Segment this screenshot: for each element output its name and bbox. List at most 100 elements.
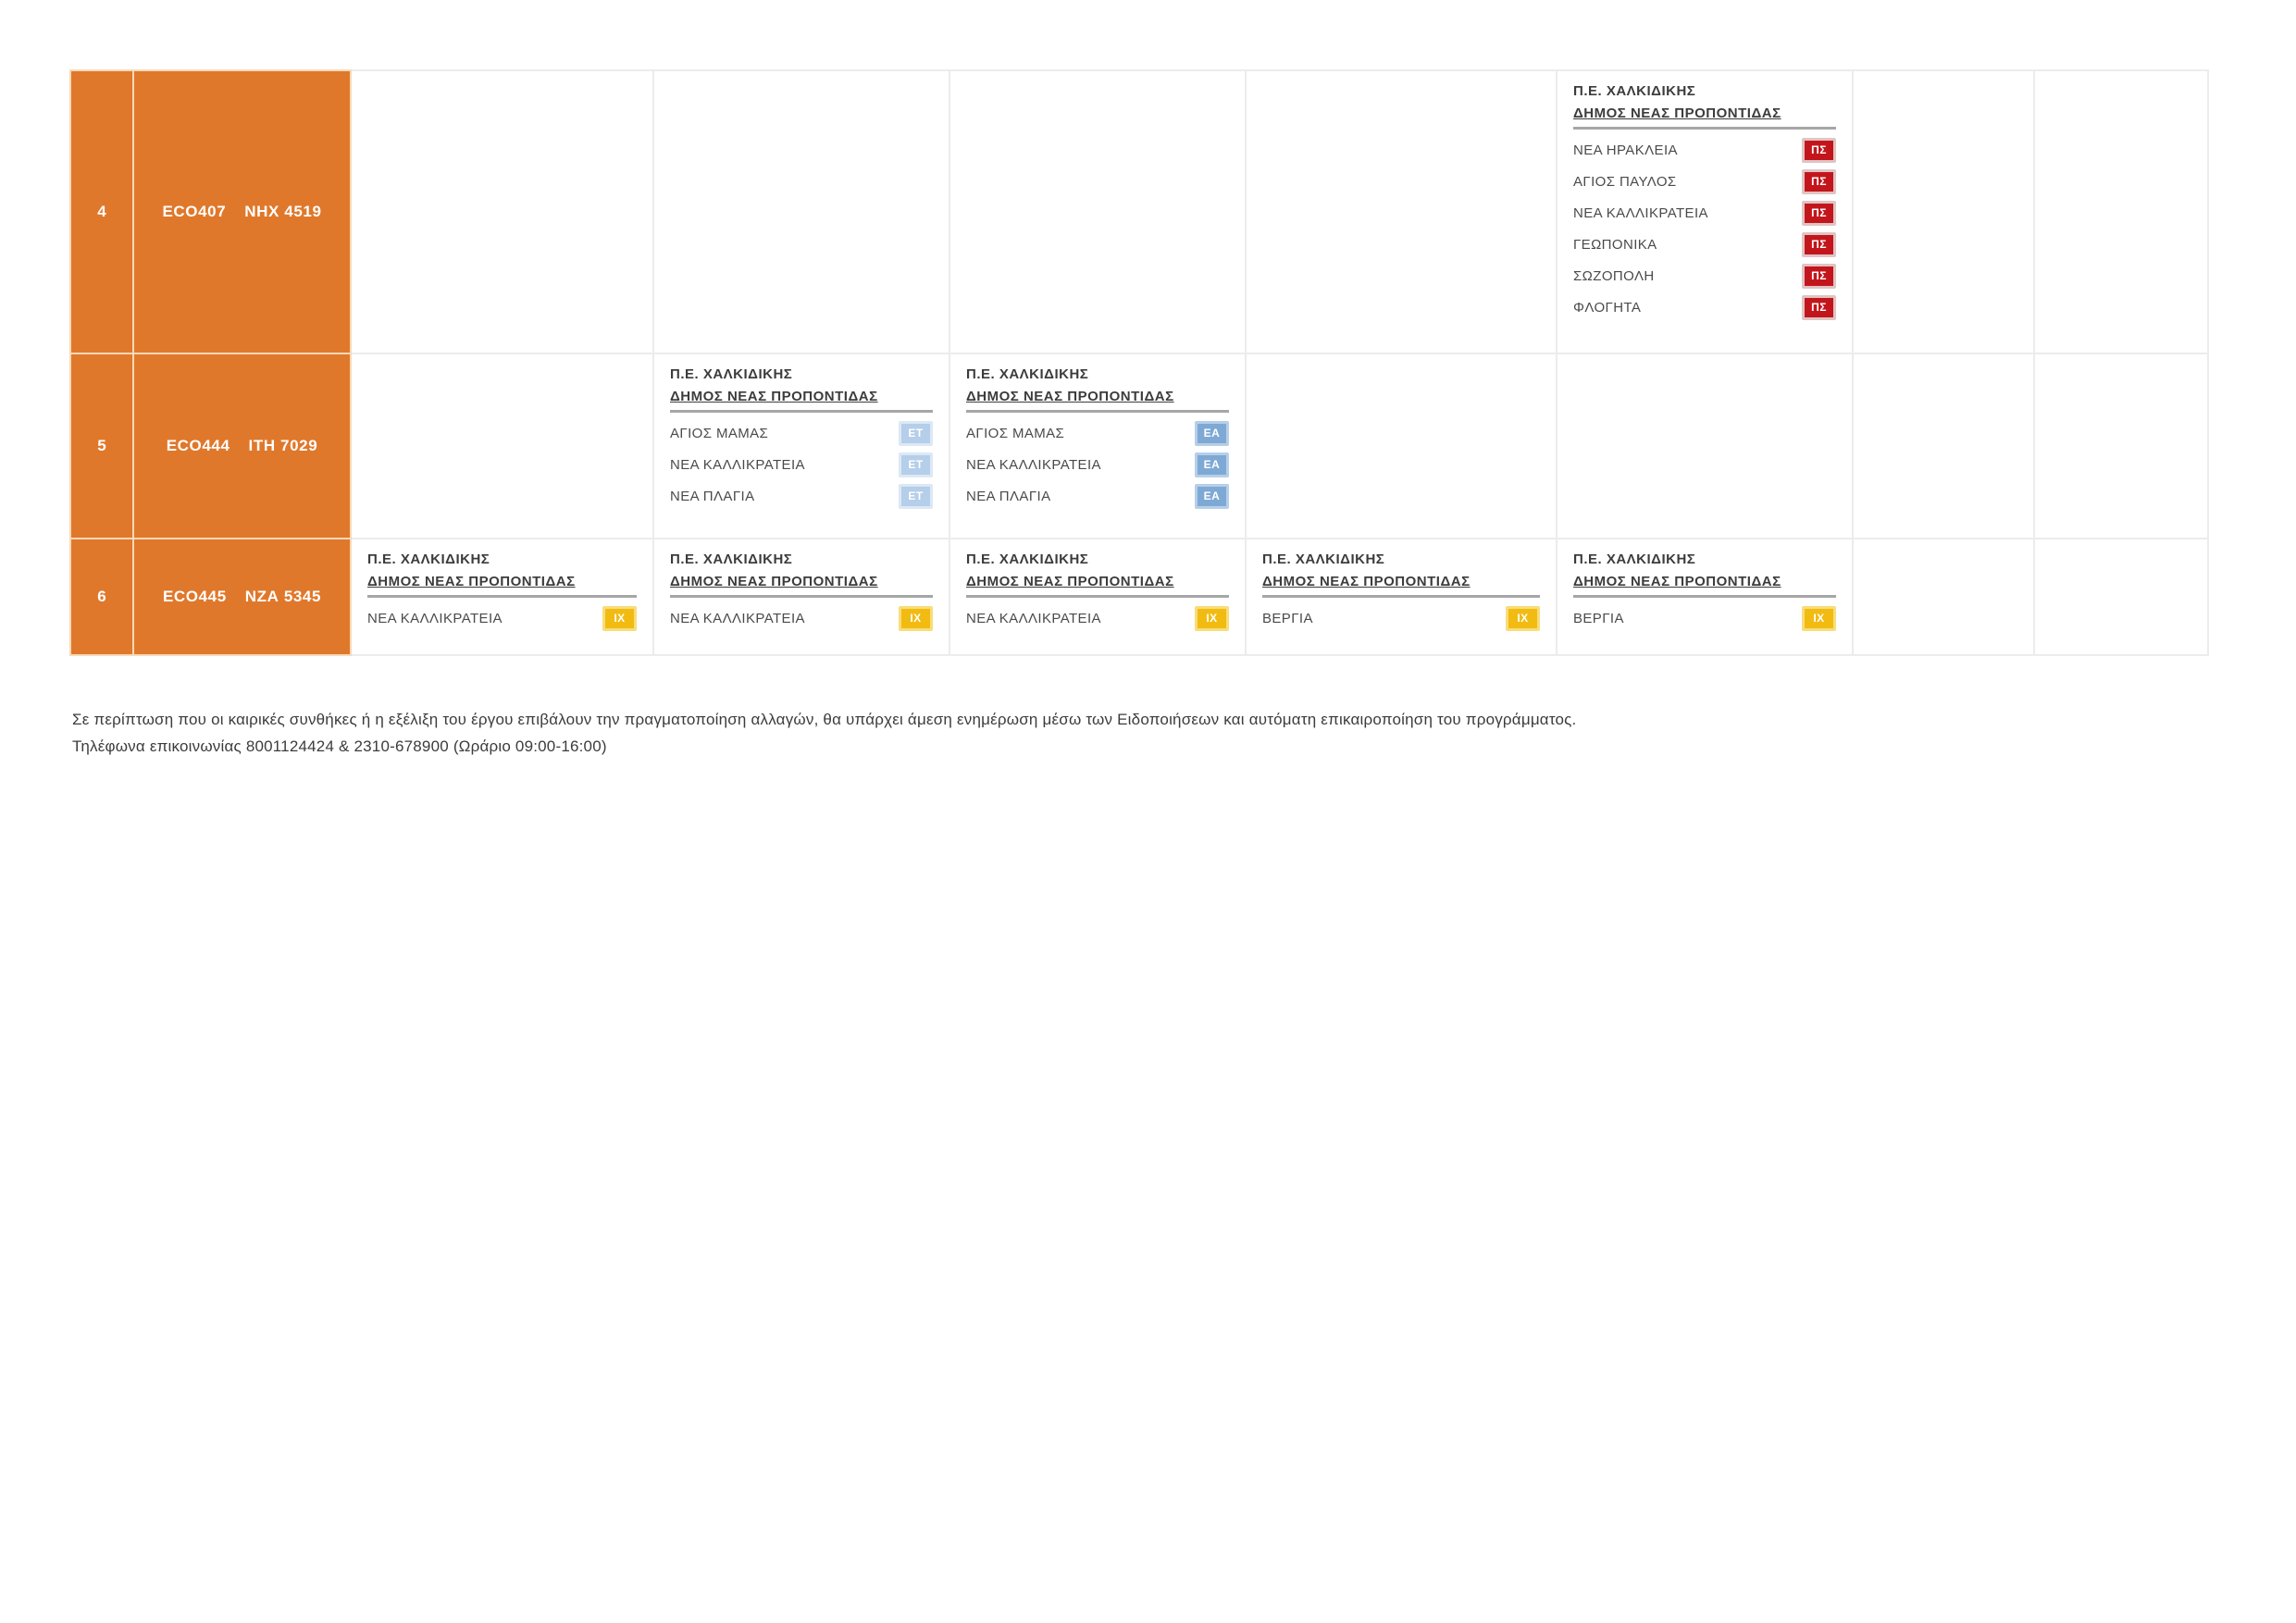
crew-code-cell: ECO407 ΝΗΧ 4519	[132, 69, 352, 354]
regional-unit-label: Π.Ε. ΧΑΛΚΙΔΙΚΗΣ	[966, 366, 1089, 382]
schedule-cell-content: Π.Ε. ΧΑΛΚΙΔΙΚΗΣ ΔΗΜΟΣ ΝΕΑΣ ΠΡΟΠΟΝΤΙΔΑΣ ΒΕΡ…	[1247, 539, 1556, 645]
vehicle-plate: ΙΤΗ 7029	[248, 437, 318, 454]
treatment-badge: ΙΧ	[1802, 605, 1836, 632]
treatment-badge: ΙΧ	[1195, 605, 1229, 632]
municipality-label: ΔΗΜΟΣ ΝΕΑΣ ΠΡΟΠΟΝΤΙΔΑΣ	[670, 574, 878, 589]
area-name: ΒΕΡΓΙΑ	[1262, 611, 1313, 626]
treatment-badge: ΠΣ	[1802, 168, 1836, 195]
treatment-badge: ΠΣ	[1802, 231, 1836, 258]
area-name: ΝΕΑ ΚΑΛΛΙΚΡΑΤΕΙΑ	[670, 611, 805, 626]
area-item: ΑΓΙΟΣ ΠΑΥΛΟΣ ΠΣ	[1573, 167, 1836, 196]
crew-code: ECO407	[162, 203, 227, 220]
regional-unit-label: Π.Ε. ΧΑΛΚΙΔΙΚΗΣ	[1573, 551, 1696, 567]
row-number-cell: 5	[69, 353, 134, 539]
area-item: ΝΕΑ ΚΑΛΛΙΚΡΑΤΕΙΑ ΙΧ	[670, 604, 933, 633]
empty-cell	[350, 353, 654, 539]
area-item: ΑΓΙΟΣ ΜΑΜΑΣ ΕΑ	[966, 419, 1229, 448]
schedule-cell: Π.Ε. ΧΑΛΚΙΔΙΚΗΣ ΔΗΜΟΣ ΝΕΑΣ ΠΡΟΠΟΝΤΙΔΑΣ ΝΕΑ…	[1556, 69, 1854, 354]
header-divider	[670, 595, 933, 598]
regional-unit-label: Π.Ε. ΧΑΛΚΙΔΙΚΗΣ	[670, 366, 793, 382]
area-name: ΓΕΩΠΟΝΙΚΑ	[1573, 237, 1657, 253]
municipality-label: ΔΗΜΟΣ ΝΕΑΣ ΠΡΟΠΟΝΤΙΔΑΣ	[966, 574, 1174, 589]
empty-cell	[1556, 353, 1854, 539]
area-item: ΒΕΡΓΙΑ ΙΧ	[1573, 604, 1836, 633]
crew-code-cell: ECO445 ΝΖΑ 5345	[132, 538, 352, 656]
row-number-cell: 6	[69, 538, 134, 656]
municipality-label: ΔΗΜΟΣ ΝΕΑΣ ΠΡΟΠΟΝΤΙΔΑΣ	[670, 389, 878, 404]
treatment-badge: ΕΑ	[1195, 452, 1229, 478]
area-item: ΝΕΑ ΠΛΑΓΙΑ ΕΑ	[966, 482, 1229, 511]
footer-note-line1: Σε περίπτωση που οι καιρικές συνθήκες ή …	[72, 711, 1577, 728]
schedule-cell: Π.Ε. ΧΑΛΚΙΔΙΚΗΣ ΔΗΜΟΣ ΝΕΑΣ ΠΡΟΠΟΝΤΙΔΑΣ ΑΓΙ…	[949, 353, 1247, 539]
schedule-table-wrapper: 4 ECO407 ΝΗΧ 4519 Π.Ε. ΧΑΛΚΙΔΙΚΗΣ ΔΗΜΟΣ ΝΕΑΣ…	[69, 69, 2209, 656]
treatment-badge: ΕΑ	[1195, 483, 1229, 510]
schedule-cell-content: Π.Ε. ΧΑΛΚΙΔΙΚΗΣ ΔΗΜΟΣ ΝΕΑΣ ΠΡΟΠΟΝΤΙΔΑΣ ΒΕΡ…	[1558, 539, 1852, 645]
area-item: ΝΕΑ ΚΑΛΛΙΚΡΑΤΕΙΑ ΕΑ	[966, 451, 1229, 479]
vehicle-plate: ΝΖΑ 5345	[244, 588, 322, 605]
crew-code: ECO444	[166, 437, 230, 454]
area-item: ΝΕΑ ΚΑΛΛΙΚΡΑΤΕΙΑ ΙΧ	[367, 604, 637, 633]
empty-cell	[652, 69, 950, 354]
area-name: ΑΓΙΟΣ ΜΑΜΑΣ	[966, 426, 1065, 441]
area-item: ΓΕΩΠΟΝΙΚΑ ΠΣ	[1573, 230, 1836, 259]
regional-unit-label: Π.Ε. ΧΑΛΚΙΔΙΚΗΣ	[1262, 551, 1385, 567]
empty-cell	[2033, 353, 2209, 539]
municipality-label: ΔΗΜΟΣ ΝΕΑΣ ΠΡΟΠΟΝΤΙΔΑΣ	[1573, 105, 1781, 121]
treatment-badge: ΠΣ	[1802, 137, 1836, 164]
footer-note-line2: Τηλέφωνα επικοινωνίας 8001124424 & 2310-…	[72, 737, 607, 755]
schedule-table: 4 ECO407 ΝΗΧ 4519 Π.Ε. ΧΑΛΚΙΔΙΚΗΣ ΔΗΜΟΣ ΝΕΑΣ…	[69, 69, 2209, 656]
treatment-badge: ΠΣ	[1802, 200, 1836, 227]
empty-cell	[1245, 69, 1558, 354]
schedule-cell-content: Π.Ε. ΧΑΛΚΙΔΙΚΗΣ ΔΗΜΟΣ ΝΕΑΣ ΠΡΟΠΟΝΤΙΔΑΣ ΝΕΑ…	[352, 539, 652, 645]
regional-unit-label: Π.Ε. ΧΑΛΚΙΔΙΚΗΣ	[367, 551, 490, 567]
empty-cell	[1852, 69, 2035, 354]
treatment-badge: ΙΧ	[602, 605, 637, 632]
municipality-label: ΔΗΜΟΣ ΝΕΑΣ ΠΡΟΠΟΝΤΙΔΑΣ	[1573, 574, 1781, 589]
footer-note: Σε περίπτωση που οι καιρικές συνθήκες ή …	[72, 711, 1576, 764]
municipality-label: ΔΗΜΟΣ ΝΕΑΣ ΠΡΟΠΟΝΤΙΔΑΣ	[1262, 574, 1471, 589]
empty-cell	[1852, 538, 2035, 656]
municipality-label: ΔΗΜΟΣ ΝΕΑΣ ΠΡΟΠΟΝΤΙΔΑΣ	[367, 574, 576, 589]
crew-code: ECO445	[162, 588, 227, 605]
schedule-cell: Π.Ε. ΧΑΛΚΙΔΙΚΗΣ ΔΗΜΟΣ ΝΕΑΣ ΠΡΟΠΟΝΤΙΔΑΣ ΝΕΑ…	[350, 538, 654, 656]
schedule-cell-content: Π.Ε. ΧΑΛΚΙΔΙΚΗΣ ΔΗΜΟΣ ΝΕΑΣ ΠΡΟΠΟΝΤΙΔΑΣ ΝΕΑ…	[654, 539, 949, 645]
area-name: ΑΓΙΟΣ ΠΑΥΛΟΣ	[1573, 174, 1677, 190]
regional-unit-label: Π.Ε. ΧΑΛΚΙΔΙΚΗΣ	[670, 551, 793, 567]
header-divider	[670, 410, 933, 413]
area-name: ΝΕΑ ΠΛΑΓΙΑ	[670, 489, 755, 504]
empty-cell	[949, 69, 1247, 354]
header-divider	[1262, 595, 1540, 598]
area-name: ΝΕΑ ΚΑΛΛΙΚΡΑΤΕΙΑ	[966, 457, 1101, 473]
schedule-cell: Π.Ε. ΧΑΛΚΙΔΙΚΗΣ ΔΗΜΟΣ ΝΕΑΣ ΠΡΟΠΟΝΤΙΔΑΣ ΝΕΑ…	[652, 538, 950, 656]
schedule-cell: Π.Ε. ΧΑΛΚΙΔΙΚΗΣ ΔΗΜΟΣ ΝΕΑΣ ΠΡΟΠΟΝΤΙΔΑΣ ΒΕΡ…	[1556, 538, 1854, 656]
vehicle-plate: ΝΗΧ 4519	[244, 203, 322, 220]
treatment-badge: ΕΤ	[899, 420, 933, 447]
regional-unit-label: Π.Ε. ΧΑΛΚΙΔΙΚΗΣ	[1573, 83, 1696, 99]
area-name: ΣΩΖΟΠΟΛΗ	[1573, 268, 1655, 284]
schedule-cell-content: Π.Ε. ΧΑΛΚΙΔΙΚΗΣ ΔΗΜΟΣ ΝΕΑΣ ΠΡΟΠΟΝΤΙΔΑΣ ΑΓΙ…	[950, 354, 1245, 523]
schedule-cell-content: Π.Ε. ΧΑΛΚΙΔΙΚΗΣ ΔΗΜΟΣ ΝΕΑΣ ΠΡΟΠΟΝΤΙΔΑΣ ΝΕΑ…	[950, 539, 1245, 645]
regional-unit-label: Π.Ε. ΧΑΛΚΙΔΙΚΗΣ	[966, 551, 1089, 567]
area-name: ΦΛΟΓΗΤΑ	[1573, 300, 1642, 316]
header-divider	[966, 595, 1229, 598]
treatment-badge: ΕΑ	[1195, 420, 1229, 447]
area-name: ΝΕΑ ΚΑΛΛΙΚΡΑΤΕΙΑ	[966, 611, 1101, 626]
header-divider	[367, 595, 637, 598]
empty-cell	[1852, 353, 2035, 539]
area-name: ΝΕΑ ΚΑΛΛΙΚΡΑΤΕΙΑ	[1573, 205, 1708, 221]
schedule-cell: Π.Ε. ΧΑΛΚΙΔΙΚΗΣ ΔΗΜΟΣ ΝΕΑΣ ΠΡΟΠΟΝΤΙΔΑΣ ΝΕΑ…	[949, 538, 1247, 656]
area-name: ΒΕΡΓΙΑ	[1573, 611, 1624, 626]
area-item: ΑΓΙΟΣ ΜΑΜΑΣ ΕΤ	[670, 419, 933, 448]
treatment-badge: ΕΤ	[899, 483, 933, 510]
schedule-cell: Π.Ε. ΧΑΛΚΙΔΙΚΗΣ ΔΗΜΟΣ ΝΕΑΣ ΠΡΟΠΟΝΤΙΔΑΣ ΑΓΙ…	[652, 353, 950, 539]
empty-cell	[350, 69, 654, 354]
area-name: ΝΕΑ ΠΛΑΓΙΑ	[966, 489, 1051, 504]
treatment-badge: ΙΧ	[899, 605, 933, 632]
header-divider	[966, 410, 1229, 413]
treatment-badge: ΠΣ	[1802, 294, 1836, 321]
empty-cell	[2033, 69, 2209, 354]
municipality-label: ΔΗΜΟΣ ΝΕΑΣ ΠΡΟΠΟΝΤΙΔΑΣ	[966, 389, 1174, 404]
area-name: ΝΕΑ ΗΡΑΚΛΕΙΑ	[1573, 142, 1678, 158]
treatment-badge: ΙΧ	[1506, 605, 1540, 632]
